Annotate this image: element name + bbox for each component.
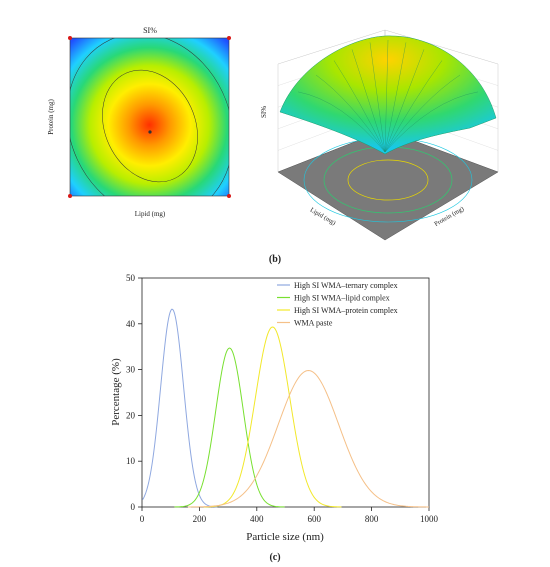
y-axis-ticks: 0 10 20 30 40 50 [126, 273, 142, 512]
panel-b-label: (b) [269, 254, 281, 265]
x-tick-label: 200 [193, 514, 207, 524]
legend-label-1: High SI WMA–ternary complex [294, 281, 398, 290]
contour-line-2 [70, 38, 229, 196]
surface-zlabel: SI% [260, 106, 268, 118]
mesh-line [351, 49, 386, 153]
y-tick-label: 10 [126, 456, 136, 466]
surface-plot: SI% Lipid (mg) Protein (mg) [260, 29, 499, 241]
mesh-line [384, 42, 407, 153]
contour-xlabel: Lipid (mg) [135, 210, 166, 218]
mesh-line [384, 39, 389, 153]
x-tick-label: 400 [250, 514, 264, 524]
y-tick-label: 50 [126, 273, 136, 283]
mesh-line [369, 42, 386, 153]
mesh-line [384, 60, 443, 153]
legend-label-4: WMA paste [294, 319, 333, 328]
mesh-line [297, 91, 386, 153]
x-axis-label: Particle size (nm) [246, 531, 324, 543]
plot-frame [141, 277, 430, 508]
x-tick-label: 600 [307, 514, 321, 524]
distribution-curves [142, 308, 429, 508]
contour-line-1 [102, 69, 198, 183]
mesh-line [315, 74, 386, 153]
y-tick-label: 20 [126, 410, 136, 420]
legend: High SI WMA–ternary complex High SI WMA–l… [277, 281, 398, 328]
center-point-marker [148, 130, 152, 134]
contour-lines [70, 38, 229, 196]
x-tick-label: 0 [140, 514, 145, 524]
contour-heatmap-area [69, 37, 230, 197]
y-tick-label: 30 [126, 365, 136, 375]
response-surface [279, 35, 497, 155]
series-line-2 [174, 347, 285, 508]
series-line-4 [187, 370, 429, 508]
contour-ylabel: Protein (mg) [47, 99, 55, 135]
y-tick-label: 0 [131, 502, 136, 512]
legend-label-2: High SI WMA–lipid complex [294, 294, 390, 303]
mesh-line [384, 91, 479, 153]
corner-marker-br [227, 194, 231, 198]
corner-marker-tr [227, 36, 231, 40]
y-tick-label: 40 [126, 319, 136, 329]
x-axis-ticks: 0 200 400 600 800 1000 [140, 507, 439, 524]
corner-marker-tl [68, 36, 72, 40]
contour-plot: SI% Lipid (mg) Protein (mg) [47, 26, 231, 218]
x-tick-label: 1000 [420, 514, 439, 524]
mesh-line [384, 49, 425, 153]
series-line-1 [142, 308, 218, 508]
mesh-line [384, 74, 461, 153]
x-tick-label: 800 [365, 514, 379, 524]
surface-xlabel: Lipid (mg) [309, 207, 337, 227]
contour-title: SI% [143, 26, 157, 35]
surface-mesh [297, 39, 479, 153]
legend-label-3: High SI WMA–protein complex [294, 306, 398, 315]
distribution-chart: 0 200 400 600 800 1000 0 10 20 30 40 50 High SI WM… [110, 273, 439, 543]
floor-contour-1 [347, 159, 429, 201]
series-line-3 [203, 326, 342, 508]
y-axis-label: Percentage (%) [110, 358, 122, 426]
mesh-line [333, 60, 386, 153]
corner-marker-bl [68, 194, 72, 198]
panel-c-label: (c) [269, 552, 280, 563]
